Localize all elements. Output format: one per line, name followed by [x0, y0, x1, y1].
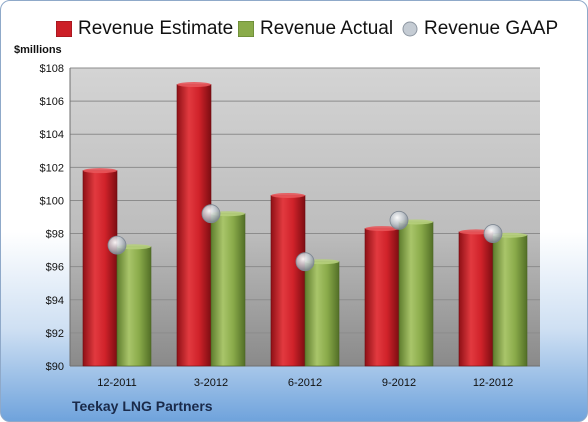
- marker-revenue-gaap: [389, 210, 409, 230]
- legend-label-revenue-estimate: Revenue Estimate: [78, 18, 234, 39]
- marker-revenue-gaap: [107, 235, 127, 255]
- bar-top-revenue-estimate: [83, 168, 117, 174]
- bar-revenue-actual: [492, 234, 528, 367]
- legend-item-revenue-estimate: Revenue Estimate: [56, 14, 233, 44]
- bar-revenue-estimate: [270, 195, 306, 367]
- y-tick-label: $90: [46, 361, 64, 373]
- y-tick-label: $102: [40, 162, 64, 174]
- bar-revenue-actual: [304, 261, 340, 367]
- y-tick-label: $94: [46, 295, 64, 307]
- x-tick-label: 3-2012: [194, 377, 228, 389]
- x-tick-label: 12-2012: [473, 377, 513, 389]
- legend-label-revenue-gaap: Revenue GAAP: [424, 18, 559, 39]
- y-tick-label: $104: [40, 129, 64, 141]
- legend-item-revenue-gaap: Revenue GAAP: [402, 14, 558, 44]
- bar-revenue-estimate: [458, 231, 494, 367]
- legend-swatch-revenue-estimate: [56, 21, 72, 37]
- bar-revenue-estimate: [364, 228, 400, 367]
- legend-swatch-revenue-actual: [238, 21, 254, 37]
- bar-revenue-actual: [116, 246, 152, 367]
- bar-top-revenue-estimate: [177, 82, 211, 88]
- y-tick-label: $100: [40, 195, 64, 207]
- legend-swatch-revenue-gaap: [402, 21, 418, 37]
- y-tick-label: $92: [46, 328, 64, 340]
- marker-revenue-gaap: [295, 252, 315, 272]
- chart-legend: Revenue Estimate Revenue Actual Revenue …: [0, 14, 588, 44]
- bar-revenue-estimate: [82, 170, 118, 367]
- bar-top-revenue-estimate: [365, 226, 399, 232]
- legend-item-revenue-actual: Revenue Actual: [238, 14, 393, 44]
- y-axis-units-label: $millions: [14, 44, 62, 56]
- bar-top-revenue-estimate: [271, 192, 305, 198]
- bar-revenue-actual: [210, 213, 246, 367]
- company-name-label: Teekay LNG Partners: [72, 398, 213, 414]
- x-tick-label: 9-2012: [382, 377, 416, 389]
- x-tick-label: 12-2011: [97, 377, 137, 389]
- marker-revenue-gaap: [201, 204, 221, 224]
- y-tick-label: $98: [46, 229, 64, 241]
- bar-revenue-actual: [398, 221, 434, 367]
- y-tick-label: $106: [40, 96, 64, 108]
- legend-label-revenue-actual: Revenue Actual: [260, 18, 394, 39]
- y-tick-label: $108: [40, 63, 64, 75]
- y-tick-label: $96: [46, 262, 64, 274]
- marker-revenue-gaap: [483, 224, 503, 243]
- x-tick-label: 6-2012: [288, 377, 322, 389]
- bar-revenue-estimate: [176, 84, 212, 367]
